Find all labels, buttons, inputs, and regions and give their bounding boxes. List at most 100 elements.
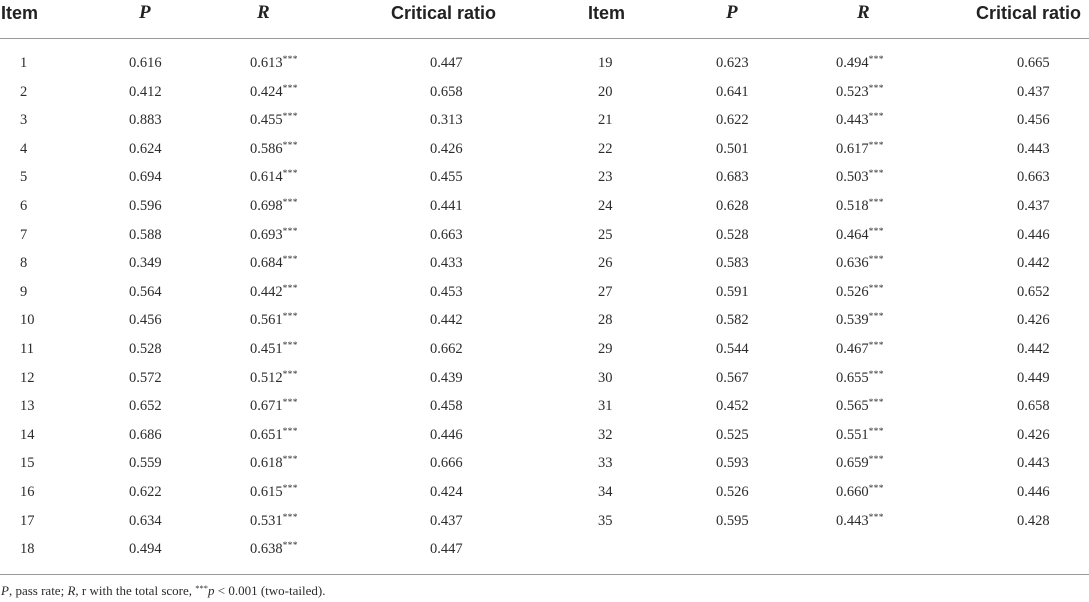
item-number-cell: 31 — [598, 396, 613, 416]
significance-stars: *** — [868, 284, 884, 294]
pass-rate-cell-value: 0.572 — [129, 370, 162, 386]
critical-ratio-cell-value: 0.456 — [1017, 112, 1050, 128]
correlation-cell: 0.523*** — [836, 82, 884, 102]
critical-ratio-cell-value: 0.666 — [430, 455, 463, 471]
item-number-cell: 5 — [20, 167, 27, 187]
pass-rate-cell-value: 0.641 — [716, 84, 749, 100]
footnote-stars: *** — [195, 583, 208, 593]
correlation-cell: 0.659*** — [836, 453, 884, 473]
critical-ratio-cell: 0.437 — [1017, 82, 1050, 102]
critical-ratio-cell: 0.658 — [1017, 396, 1050, 416]
item-number-cell: 7 — [20, 225, 27, 245]
item-number-cell: 9 — [20, 282, 27, 302]
significance-stars: *** — [868, 198, 884, 208]
item-number-cell: 8 — [20, 253, 27, 273]
pass-rate-cell: 0.683 — [716, 167, 749, 187]
correlation-cell: 0.503*** — [836, 167, 884, 187]
pass-rate-cell: 0.641 — [716, 82, 749, 102]
item-number-cell-value: 27 — [598, 284, 613, 300]
item-number-cell: 27 — [598, 282, 613, 302]
pass-rate-cell: 0.567 — [716, 368, 749, 388]
item-number-cell: 28 — [598, 310, 613, 330]
significance-stars: *** — [282, 55, 298, 65]
pass-rate-cell-value: 0.528 — [716, 227, 749, 243]
significance-stars: *** — [282, 198, 298, 208]
critical-ratio-cell: 0.666 — [430, 453, 463, 473]
item-number-cell-value: 7 — [20, 227, 28, 243]
header-r-left: R — [257, 2, 270, 23]
item-number-cell-value: 24 — [598, 198, 613, 214]
pass-rate-cell: 0.588 — [129, 225, 162, 245]
critical-ratio-cell: 0.442 — [430, 310, 463, 330]
correlation-cell-value: 0.518 — [836, 198, 869, 214]
item-number-cell: 12 — [20, 368, 35, 388]
pass-rate-cell: 0.526 — [716, 482, 749, 502]
critical-ratio-cell-value: 0.458 — [430, 398, 463, 414]
critical-ratio-cell: 0.455 — [430, 167, 463, 187]
pass-rate-cell: 0.525 — [716, 425, 749, 445]
pass-rate-cell: 0.622 — [716, 110, 749, 130]
significance-stars: *** — [282, 513, 298, 523]
pass-rate-cell-value: 0.628 — [716, 198, 749, 214]
correlation-cell-value: 0.693 — [250, 227, 283, 243]
correlation-cell: 0.617*** — [836, 139, 884, 159]
correlation-cell-value: 0.494 — [836, 55, 869, 71]
correlation-cell-value: 0.636 — [836, 255, 869, 271]
item-number-cell: 2 — [20, 82, 27, 102]
pass-rate-cell: 0.572 — [129, 368, 162, 388]
item-number-cell: 20 — [598, 82, 613, 102]
correlation-cell: 0.671*** — [250, 396, 298, 416]
footnote-r-symbol: R — [67, 583, 76, 598]
critical-ratio-cell: 0.442 — [1017, 339, 1050, 359]
significance-stars: *** — [282, 455, 298, 465]
significance-stars: *** — [868, 484, 884, 494]
correlation-cell-value: 0.551 — [836, 427, 869, 443]
critical-ratio-cell-value: 0.453 — [430, 284, 463, 300]
correlation-cell-value: 0.442 — [250, 284, 283, 300]
item-number-cell-value: 13 — [20, 398, 35, 414]
pass-rate-cell: 0.591 — [716, 282, 749, 302]
pass-rate-cell-value: 0.634 — [129, 513, 162, 529]
pass-rate-cell-value: 0.616 — [129, 55, 162, 71]
critical-ratio-cell: 0.441 — [430, 196, 463, 216]
correlation-cell-value: 0.660 — [836, 484, 869, 500]
header-p-left: P — [139, 2, 151, 23]
pass-rate-cell: 0.634 — [129, 511, 162, 531]
item-number-cell-value: 14 — [20, 427, 35, 443]
critical-ratio-cell-value: 0.426 — [1017, 427, 1050, 443]
correlation-cell: 0.443*** — [836, 110, 884, 130]
critical-ratio-cell: 0.426 — [1017, 310, 1050, 330]
item-number-cell: 22 — [598, 139, 613, 159]
pass-rate-cell: 0.622 — [129, 482, 162, 502]
significance-stars: *** — [282, 312, 298, 322]
item-number-cell: 6 — [20, 196, 27, 216]
item-number-cell-value: 22 — [598, 141, 613, 157]
correlation-cell: 0.494*** — [836, 53, 884, 73]
footnote-p-symbol: P — [1, 583, 9, 598]
critical-ratio-cell-value: 0.442 — [1017, 341, 1050, 357]
correlation-cell: 0.614*** — [250, 167, 298, 187]
pass-rate-cell-value: 0.544 — [716, 341, 749, 357]
pass-rate-cell-value: 0.582 — [716, 312, 749, 328]
significance-stars: *** — [282, 169, 298, 179]
pass-rate-cell: 0.628 — [716, 196, 749, 216]
pass-rate-cell: 0.456 — [129, 310, 162, 330]
item-number-cell-value: 31 — [598, 398, 613, 414]
correlation-cell-value: 0.443 — [836, 112, 869, 128]
item-number-cell: 15 — [20, 453, 35, 473]
critical-ratio-cell-value: 0.442 — [1017, 255, 1050, 271]
item-number-cell-value: 16 — [20, 484, 35, 500]
pass-rate-cell-value: 0.683 — [716, 169, 749, 185]
pass-rate-cell-value: 0.591 — [716, 284, 749, 300]
significance-stars: *** — [868, 84, 884, 94]
significance-stars: *** — [282, 541, 298, 551]
item-number-cell-value: 10 — [20, 312, 35, 328]
pass-rate-cell-value: 0.595 — [716, 513, 749, 529]
significance-stars: *** — [868, 427, 884, 437]
item-number-cell-value: 12 — [20, 370, 35, 386]
correlation-cell: 0.613*** — [250, 53, 298, 73]
pass-rate-cell-value: 0.526 — [716, 484, 749, 500]
significance-stars: *** — [282, 227, 298, 237]
critical-ratio-cell: 0.439 — [430, 368, 463, 388]
correlation-cell: 0.565*** — [836, 396, 884, 416]
